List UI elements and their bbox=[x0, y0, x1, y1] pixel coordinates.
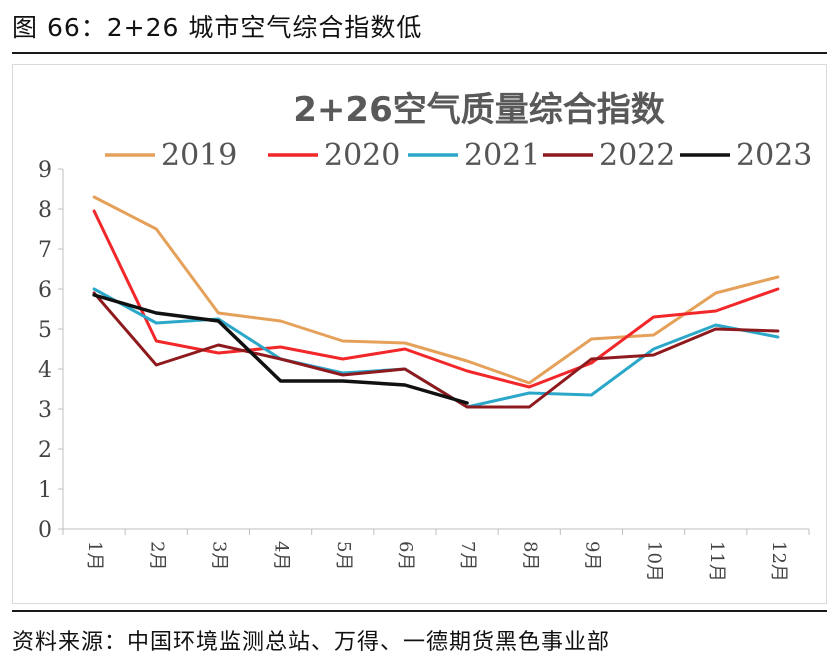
y-tick-label: 4 bbox=[38, 358, 52, 383]
y-tick-label: 3 bbox=[38, 398, 52, 423]
legend-label-2022: 2022 bbox=[599, 138, 675, 173]
legend-label-2021: 2021 bbox=[464, 138, 540, 173]
series-line-2023 bbox=[92, 293, 469, 405]
source-note: 资料来源：中国环境监测总站、万得、一德期货黑色事业部 bbox=[12, 630, 611, 655]
series-line-2019 bbox=[92, 195, 780, 385]
x-tick-label: 2月 bbox=[146, 541, 167, 570]
axes: 0 1 2 3 4 5 6 7 8 9 1月 2月 3月 4月 5月 6月 7月 8月 9月 10月 11月 12月 bbox=[38, 158, 810, 582]
legend-label-2019: 2019 bbox=[161, 138, 237, 173]
y-tick-label: 7 bbox=[38, 238, 52, 263]
x-tick-label: 6月 bbox=[395, 541, 416, 570]
x-tick-label: 3月 bbox=[208, 541, 229, 570]
chart-title: 2+26空气质量综合指数 bbox=[293, 90, 664, 130]
x-tick-label: 5月 bbox=[333, 541, 354, 570]
x-tick-label: 8月 bbox=[519, 541, 540, 570]
top-rule bbox=[12, 52, 827, 54]
x-tick-label: 1月 bbox=[84, 541, 105, 570]
y-tick-label: 0 bbox=[38, 518, 52, 543]
x-tick-label: 4月 bbox=[271, 541, 292, 570]
series-line-2020 bbox=[92, 209, 780, 389]
y-tick-label: 5 bbox=[38, 318, 52, 343]
y-tick-label: 1 bbox=[38, 478, 52, 503]
x-tick-label: 11月 bbox=[706, 541, 727, 582]
y-tick-label: 6 bbox=[38, 278, 52, 303]
x-tick-label: 12月 bbox=[768, 541, 789, 582]
x-tick-label: 9月 bbox=[581, 541, 602, 570]
y-tick-label: 2 bbox=[38, 438, 52, 463]
legend: 2019 2020 2021 2022 2023 bbox=[105, 138, 812, 173]
bottom-rule bbox=[12, 610, 827, 612]
figure-title: 图 66：2+26 城市空气综合指数低 bbox=[12, 13, 423, 42]
series-lines bbox=[92, 195, 780, 409]
chart-svg: 2+26空气质量综合指数 2019 2020 2021 2022 2023 0 1 2 3 4 5… bbox=[38, 90, 812, 582]
chart-panel: 2+26空气质量综合指数 2019 2020 2021 2022 2023 0 1 2 3 4 5… bbox=[12, 64, 827, 604]
series-line-2022 bbox=[92, 291, 780, 409]
x-tick-label: 10月 bbox=[644, 541, 665, 582]
x-tick-label: 7月 bbox=[457, 541, 478, 570]
y-tick-label: 9 bbox=[38, 158, 52, 183]
legend-label-2020: 2020 bbox=[324, 138, 400, 173]
legend-label-2023: 2023 bbox=[736, 138, 812, 173]
y-tick-label: 8 bbox=[38, 198, 52, 223]
